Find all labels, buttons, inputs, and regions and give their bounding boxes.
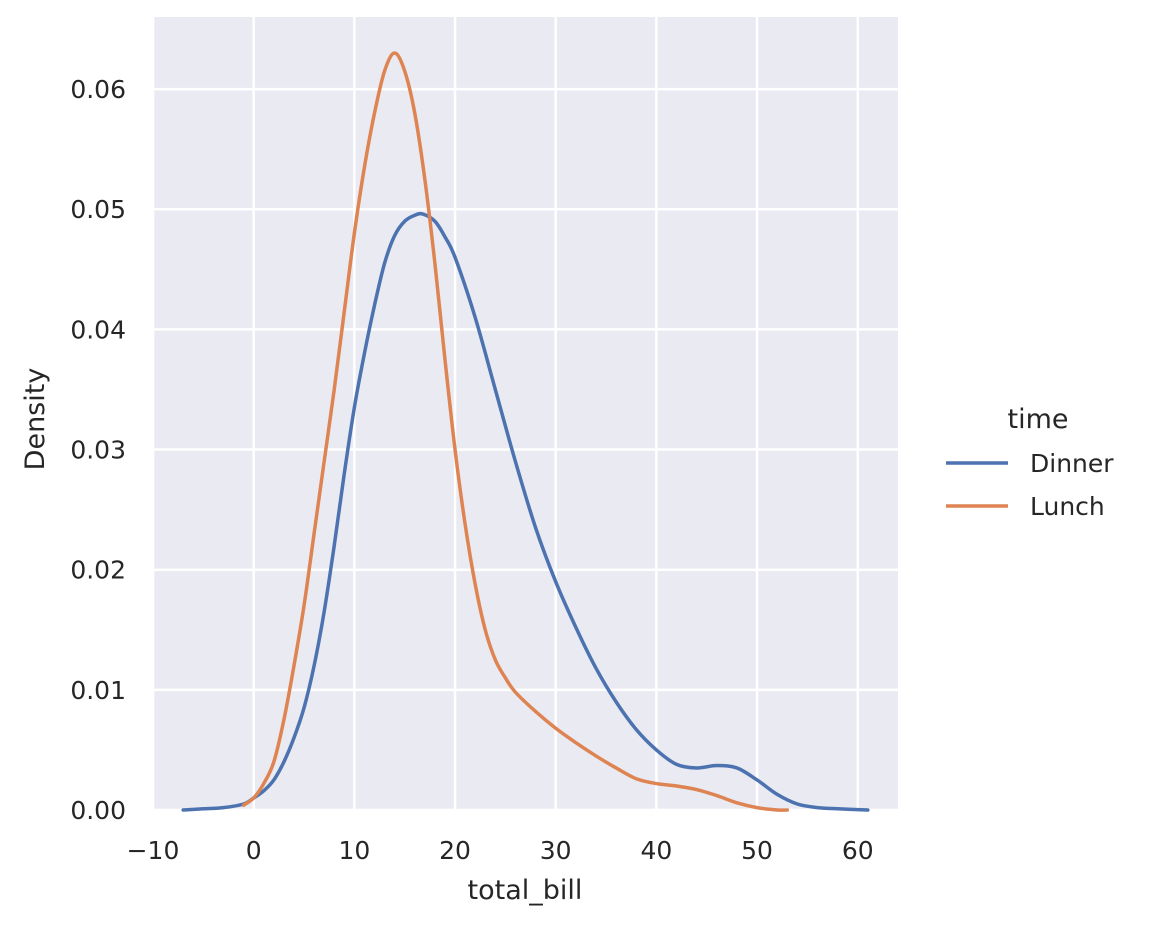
legend-label-lunch: Lunch bbox=[1030, 492, 1105, 521]
x-tick-labels: −10 0 10 20 30 40 50 60 bbox=[127, 836, 874, 865]
y-tick-label: 0.03 bbox=[70, 436, 126, 465]
y-tick-label: 0.05 bbox=[70, 195, 126, 224]
y-tick-labels: 0.00 0.01 0.02 0.03 0.04 0.05 0.06 bbox=[70, 75, 126, 825]
y-axis-label: Density bbox=[20, 368, 51, 471]
x-tick-label: 10 bbox=[338, 836, 370, 865]
x-tick-label: −10 bbox=[127, 836, 180, 865]
series-line-dinner bbox=[181, 211, 870, 812]
legend-title: time bbox=[1007, 404, 1068, 435]
y-tick-label: 0.04 bbox=[70, 315, 126, 344]
y-tick-label: 0.01 bbox=[70, 676, 126, 705]
y-tick-label: 0.00 bbox=[70, 796, 126, 825]
series-line-lunch bbox=[241, 51, 790, 812]
y-tick-label: 0.06 bbox=[70, 75, 126, 104]
legend-label-dinner: Dinner bbox=[1030, 449, 1114, 478]
x-tick-label: 60 bbox=[842, 836, 874, 865]
y-tick-label: 0.02 bbox=[70, 556, 126, 585]
x-tick-label: 20 bbox=[439, 836, 471, 865]
plot-background bbox=[153, 17, 898, 810]
x-tick-label: 0 bbox=[246, 836, 262, 865]
legend: time Dinner Lunch bbox=[946, 404, 1114, 521]
x-axis-label: total_bill bbox=[468, 875, 583, 906]
grid-lines bbox=[151, 17, 898, 812]
x-tick-label: 40 bbox=[640, 836, 672, 865]
x-tick-label: 30 bbox=[540, 836, 572, 865]
series-lines bbox=[181, 51, 870, 812]
x-tick-label: 50 bbox=[741, 836, 773, 865]
